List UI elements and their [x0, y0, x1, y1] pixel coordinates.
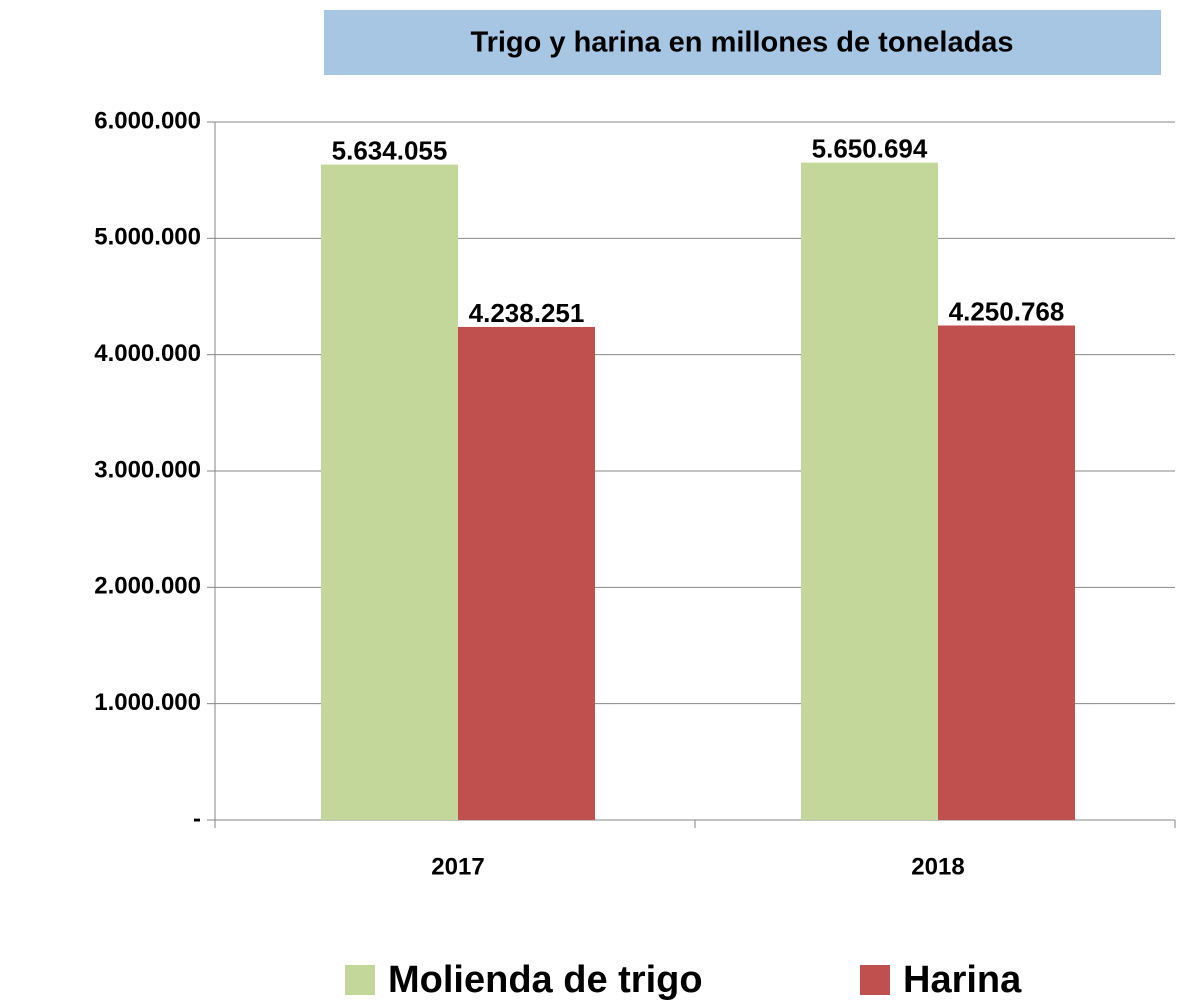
data-label: 5.650.694 — [812, 134, 928, 164]
data-label: 5.634.055 — [332, 135, 448, 165]
data-label: 4.238.251 — [469, 298, 585, 328]
bar — [938, 325, 1075, 820]
title-box — [324, 10, 1161, 75]
legend-label: Molienda de trigo — [388, 959, 703, 1001]
bar — [321, 164, 458, 820]
y-tick-label: 1.000.000 — [94, 689, 201, 716]
legend-swatch — [860, 965, 890, 995]
legend-swatch — [345, 965, 375, 995]
y-tick-label: 2.000.000 — [94, 573, 201, 600]
y-tick-label: 3.000.000 — [94, 456, 201, 483]
x-tick-label: 2017 — [431, 853, 484, 880]
bar — [801, 162, 938, 820]
y-tick-label: - — [193, 805, 201, 832]
legend-label: Harina — [903, 959, 1022, 1001]
y-tick-label: 6.000.000 — [94, 107, 201, 134]
x-tick-label: 2018 — [911, 853, 964, 880]
bar — [458, 326, 595, 820]
y-tick-label: 4.000.000 — [94, 340, 201, 367]
data-label: 4.250.768 — [949, 296, 1065, 326]
y-tick-label: 5.000.000 — [94, 224, 201, 251]
chart-title: Trigo y harina en millones de toneladas — [470, 27, 1013, 59]
